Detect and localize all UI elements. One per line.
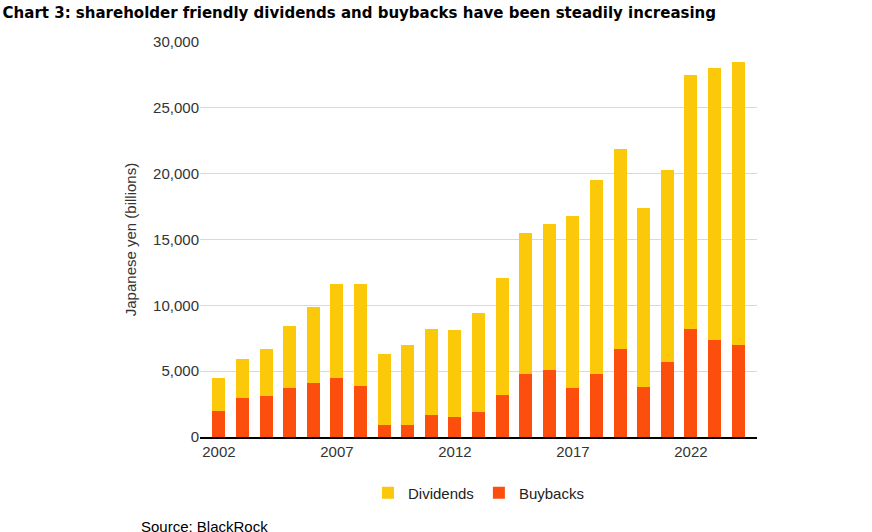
svg-text:20,000: 20,000 xyxy=(153,165,199,182)
svg-text:2017: 2017 xyxy=(556,443,589,460)
svg-text:15,000: 15,000 xyxy=(153,231,199,248)
svg-text:2002: 2002 xyxy=(202,443,235,460)
svg-text:Source: BlackRock: Source: BlackRock xyxy=(141,518,268,532)
svg-text:Chart 3: shareholder friendly: Chart 3: shareholder friendly dividends … xyxy=(3,4,716,22)
svg-text:2007: 2007 xyxy=(320,443,353,460)
svg-text:25,000: 25,000 xyxy=(153,99,199,116)
svg-text:Dividends: Dividends xyxy=(408,485,474,502)
svg-text:30,000: 30,000 xyxy=(153,33,199,50)
svg-text:2022: 2022 xyxy=(674,443,707,460)
svg-text:2012: 2012 xyxy=(438,443,471,460)
svg-text:0: 0 xyxy=(191,428,199,445)
svg-text:Japanese yen (billions): Japanese yen (billions) xyxy=(122,163,139,316)
svg-text:5,000: 5,000 xyxy=(161,362,199,379)
svg-text:10,000: 10,000 xyxy=(153,297,199,314)
svg-text:Buybacks: Buybacks xyxy=(519,485,584,502)
